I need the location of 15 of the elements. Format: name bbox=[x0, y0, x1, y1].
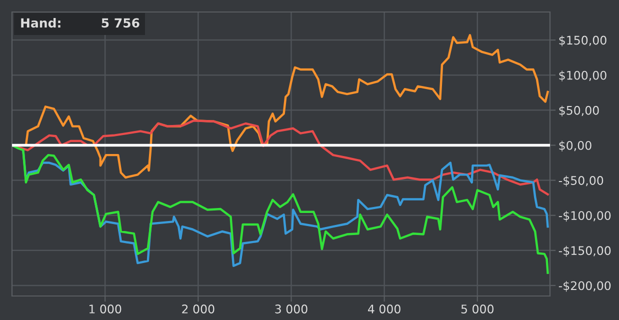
y-tick-label: $50,00 bbox=[559, 106, 599, 116]
y-tick-label: $150,00 bbox=[559, 36, 606, 46]
x-tick-label: 1 000 bbox=[89, 304, 122, 314]
y-tick-label: -$150,00 bbox=[558, 246, 611, 257]
y-tick-label: -$200,00 bbox=[558, 280, 611, 292]
y-tick-label: $0,00 bbox=[559, 140, 592, 152]
x-tick-label: 2 000 bbox=[182, 304, 214, 314]
y-tick-label: -$100,00 bbox=[558, 210, 611, 222]
x-tick-label: 5 000 bbox=[461, 304, 494, 314]
x-tick-label: 4 000 bbox=[368, 304, 400, 314]
y-tick-label: -$50,00 bbox=[558, 176, 604, 187]
y-tick-label: $100,00 bbox=[559, 70, 606, 82]
x-tick-label: 3 000 bbox=[275, 304, 308, 314]
annotation: Hand: bbox=[21, 18, 60, 28]
annotation: 5 756 bbox=[102, 18, 140, 28]
